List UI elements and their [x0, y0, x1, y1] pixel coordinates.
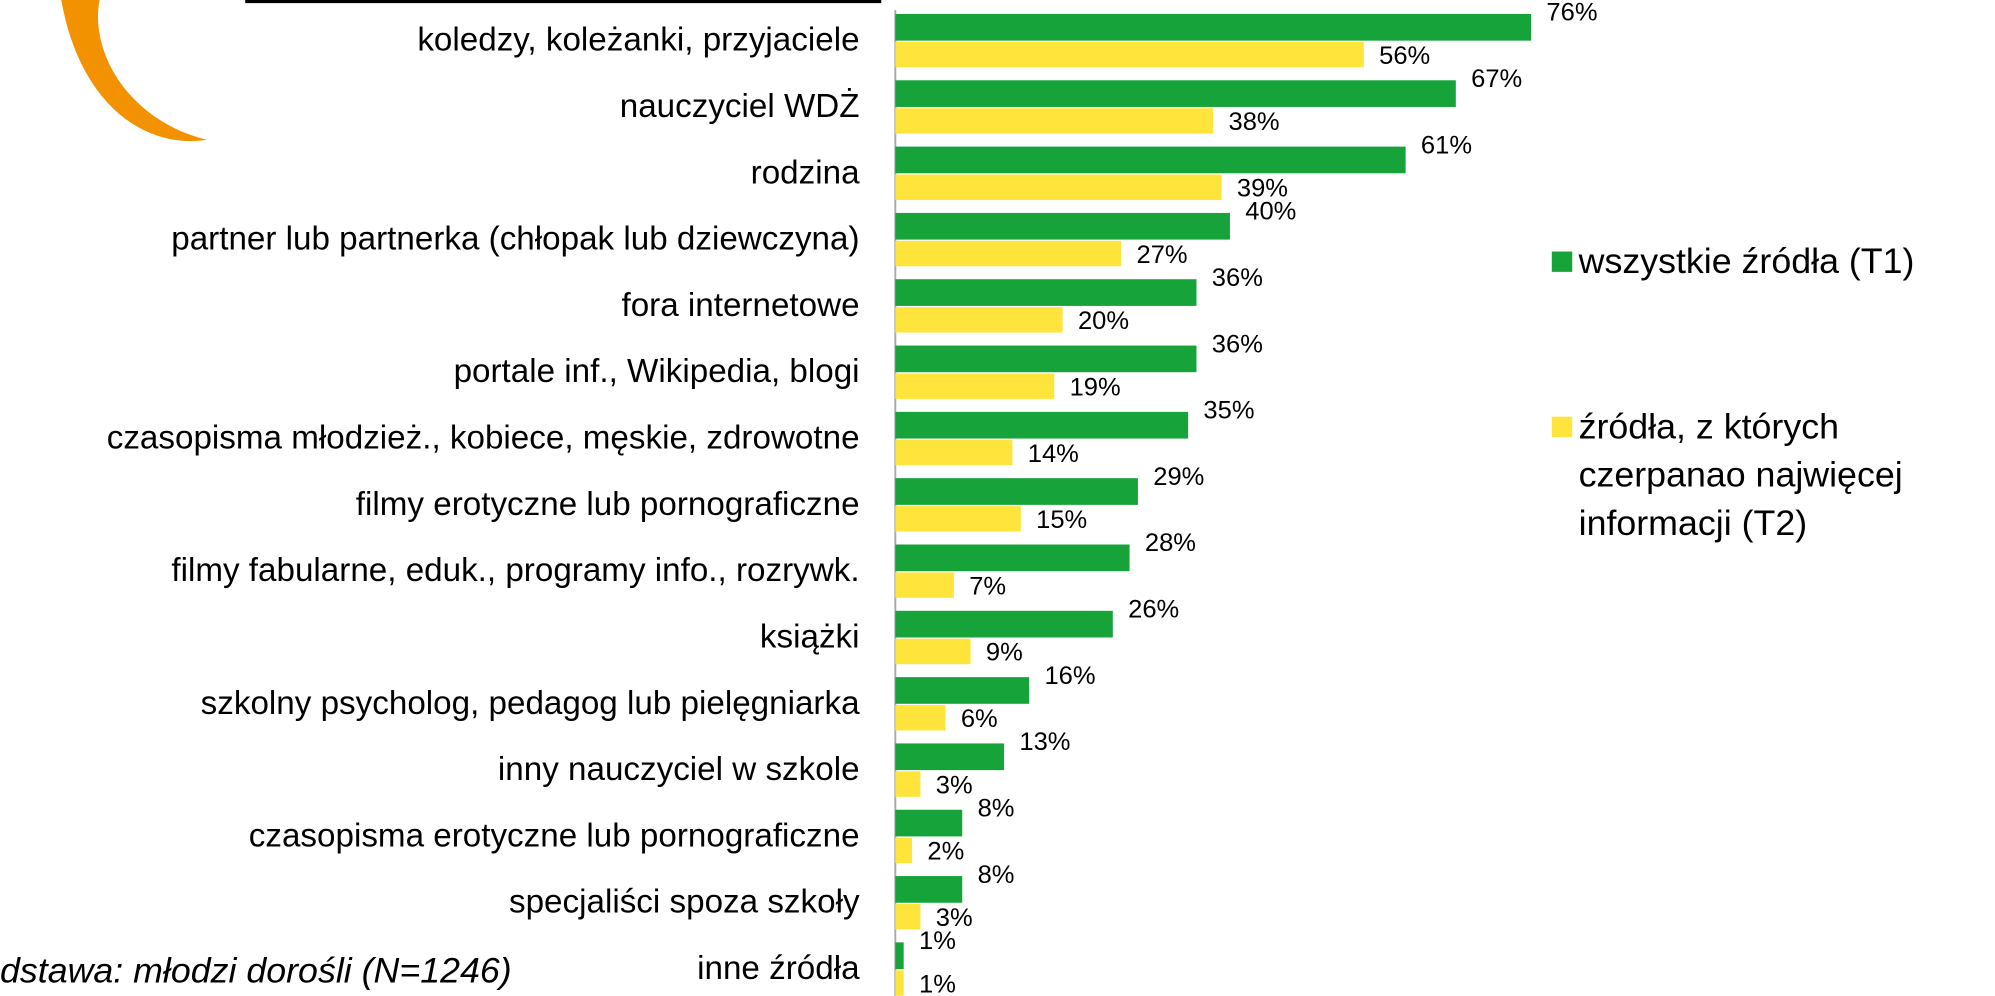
value-label: 40%	[1245, 198, 1296, 226]
bar	[895, 809, 963, 837]
bar	[895, 146, 1406, 174]
category-label: koledzy, koleżanki, przyjaciele	[417, 22, 859, 59]
bar	[895, 373, 1055, 399]
legend-swatch	[1551, 416, 1573, 438]
value-label: 20%	[1078, 307, 1129, 335]
bar	[895, 677, 1030, 704]
bar	[895, 279, 1197, 306]
bar	[895, 345, 1197, 373]
bar	[895, 41, 1364, 68]
bar	[895, 876, 963, 903]
value-label: 19%	[1070, 374, 1121, 402]
value-label: 14%	[1028, 440, 1079, 468]
category-label: filmy erotyczne lub pornograficzne	[356, 486, 860, 523]
value-label: 6%	[961, 705, 998, 733]
bar	[895, 411, 1189, 439]
category-label: czasopisma erotyczne lub pornograficzne	[249, 818, 860, 855]
category-label: portale inf., Wikipedia, blogi	[454, 353, 860, 390]
value-label: 1%	[919, 927, 956, 955]
bar	[895, 240, 1122, 267]
value-label: 76%	[1546, 0, 1597, 27]
category-label: specjaliści spoza szkoły	[509, 884, 860, 921]
value-label: 16%	[1044, 662, 1095, 690]
value-label: 7%	[969, 572, 1006, 600]
bar	[895, 837, 913, 864]
value-label: 35%	[1203, 397, 1254, 425]
bar	[895, 13, 1532, 41]
bar	[895, 771, 921, 797]
value-label: 36%	[1212, 264, 1263, 292]
value-label: 26%	[1128, 596, 1179, 624]
value-label: 13%	[1019, 728, 1070, 756]
bar	[895, 212, 1230, 240]
decoration	[61, 0, 207, 142]
value-label: 15%	[1036, 506, 1087, 534]
footnote: dstawa: młodzi dorośli (N=1246)	[0, 951, 512, 991]
bar	[895, 572, 954, 598]
value-label: 8%	[978, 795, 1015, 823]
category-label: partner lub partnerka (chłopak lub dziew…	[171, 221, 859, 258]
category-label: szkolny psycholog, pedagog lub pielęgnia…	[201, 685, 860, 722]
category-label: inny nauczyciel w szkole	[498, 751, 860, 788]
category-label: książki	[760, 619, 860, 656]
value-label: 29%	[1153, 463, 1204, 491]
value-label: 36%	[1212, 330, 1263, 358]
category-label: filmy fabularne, eduk., programy info., …	[171, 552, 859, 589]
legend-item: wszystkie źródła (T1)	[1551, 238, 1993, 286]
legend-label: wszystkie źródła (T1)	[1578, 241, 1915, 281]
bar	[895, 638, 971, 665]
value-label: 61%	[1421, 131, 1472, 159]
value-label: 27%	[1137, 241, 1188, 269]
bar	[895, 544, 1130, 572]
value-label: 3%	[936, 904, 973, 932]
value-label: 28%	[1145, 529, 1196, 557]
legend-swatch	[1551, 251, 1573, 272]
category-label: inne źródła	[697, 950, 860, 987]
bar	[895, 705, 946, 731]
bar	[895, 743, 1005, 771]
bar	[895, 478, 1138, 505]
bar	[895, 80, 1456, 107]
bar	[895, 174, 1222, 200]
value-label: 67%	[1471, 65, 1522, 93]
category-label: fora internetowe	[621, 287, 859, 324]
value-label: 1%	[919, 970, 956, 996]
bar	[895, 942, 904, 970]
bar	[895, 610, 1113, 638]
value-label: 38%	[1229, 108, 1280, 136]
bar	[895, 970, 904, 996]
legend-item: źródła, z których czerpanao najwięcej in…	[1551, 403, 1993, 548]
bar	[895, 108, 1214, 134]
value-label: 2%	[927, 838, 964, 866]
bar	[895, 904, 921, 930]
value-label: 39%	[1237, 175, 1288, 203]
value-label: 56%	[1379, 42, 1430, 70]
value-label: 9%	[986, 639, 1023, 667]
legend-label: źródła, z których czerpanao najwięcej in…	[1578, 406, 1903, 543]
bar	[895, 307, 1063, 333]
category-label: czasopisma młodzież., kobiece, męskie, z…	[107, 420, 860, 457]
category-label: rodzina	[751, 154, 860, 191]
category-label: nauczyciel WDŻ	[620, 88, 860, 125]
value-label: 3%	[936, 771, 973, 799]
value-label: 8%	[978, 861, 1015, 889]
bar	[895, 439, 1013, 466]
bar	[895, 506, 1021, 532]
